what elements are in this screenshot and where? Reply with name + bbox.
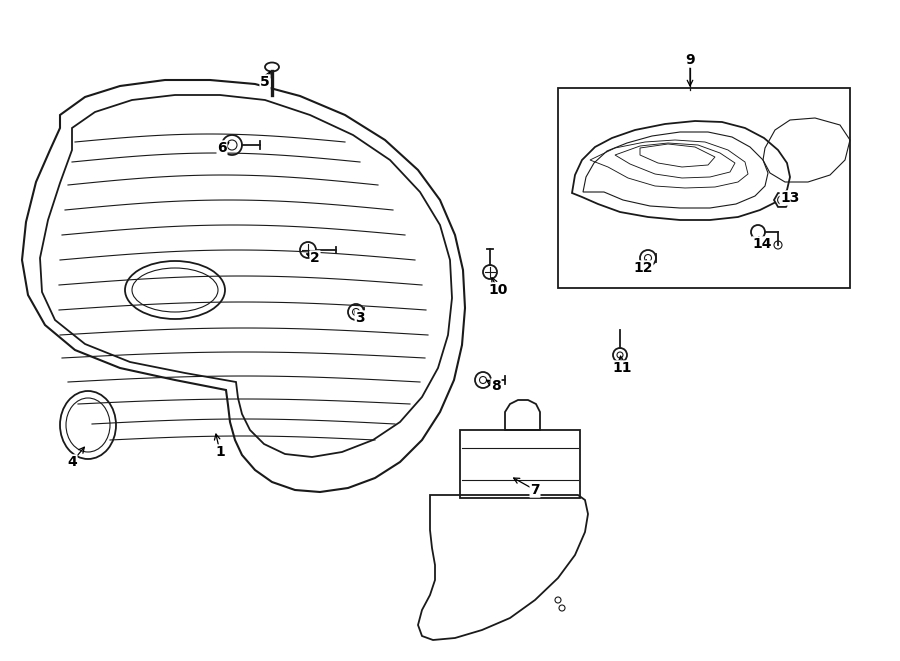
Text: 9: 9 <box>685 53 695 67</box>
Text: 12: 12 <box>634 261 652 275</box>
Circle shape <box>483 265 497 279</box>
Text: 6: 6 <box>217 141 227 155</box>
Text: 11: 11 <box>612 361 632 375</box>
Bar <box>460 430 580 498</box>
Text: 2: 2 <box>310 251 320 265</box>
Ellipse shape <box>265 63 279 71</box>
Circle shape <box>613 348 627 362</box>
Polygon shape <box>774 193 790 207</box>
Text: 7: 7 <box>530 483 540 497</box>
Bar <box>558 88 850 288</box>
Circle shape <box>348 304 364 320</box>
Text: 13: 13 <box>780 191 800 205</box>
Circle shape <box>774 241 782 249</box>
Circle shape <box>222 135 242 155</box>
Text: 3: 3 <box>356 311 364 325</box>
Circle shape <box>300 242 316 258</box>
Text: 14: 14 <box>752 237 772 251</box>
Text: 10: 10 <box>489 283 508 297</box>
Circle shape <box>751 225 765 239</box>
Text: 1: 1 <box>215 445 225 459</box>
Text: 5: 5 <box>260 75 270 89</box>
Text: 8: 8 <box>491 379 501 393</box>
Text: 4: 4 <box>68 455 76 469</box>
Circle shape <box>475 372 491 388</box>
Circle shape <box>640 250 656 266</box>
